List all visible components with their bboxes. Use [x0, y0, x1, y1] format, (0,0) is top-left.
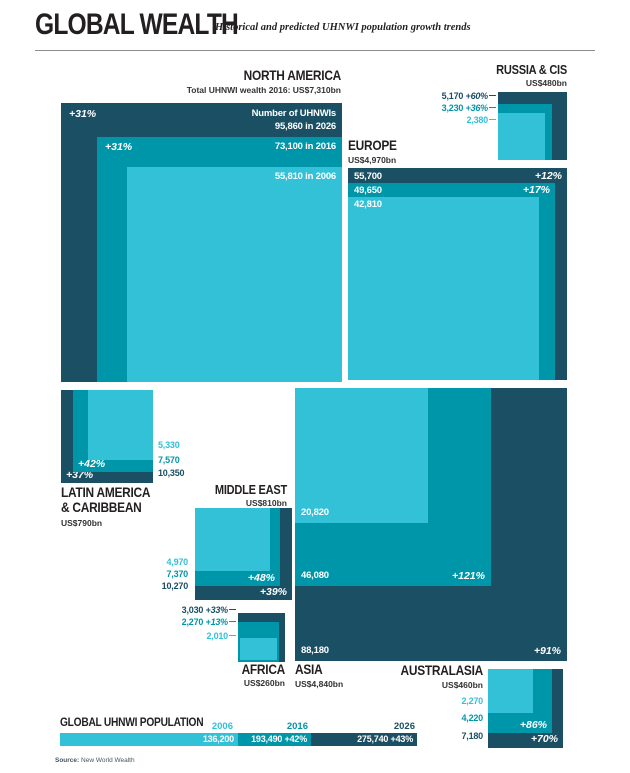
region-wealth-asia: US$4,840bn: [295, 679, 344, 689]
russia-box-2006: [498, 113, 545, 160]
europe-growth-2026: +12%: [534, 170, 562, 182]
middle-east-growth-2026: +39%: [259, 586, 287, 598]
latin-america-label-2026: 10,350: [158, 468, 185, 478]
russia-label-2006: 2,380: [400, 115, 496, 125]
australasia-growth-2016: +86%: [519, 719, 547, 731]
asia-growth-2016: +121%: [452, 570, 485, 582]
north-america-growth-2016: +31%: [105, 141, 133, 153]
label-connector: [229, 635, 236, 636]
asia-box-2006: 20,820: [295, 388, 428, 523]
region-title-middle-east: MIDDLE EAST: [214, 482, 287, 497]
latin-america-box-2026: +37% +42%: [61, 390, 153, 483]
region-title-asia: ASIA: [295, 661, 323, 677]
africa-box-2006: [240, 638, 277, 660]
label-connector: [229, 609, 236, 610]
middle-east-growth-2016: +48%: [247, 572, 275, 584]
middle-east-box-2006: [195, 508, 270, 571]
region-wealth-north-america: Total UHNWI wealth 2016: US$7,310bn: [186, 85, 341, 95]
global-year-2006: 2006: [211, 721, 233, 732]
source-value: New World Wealth: [81, 757, 135, 764]
asia-value-2006: 20,820: [301, 507, 329, 518]
africa-label-2026: 3,030 +33%: [150, 605, 236, 615]
global-bar-title: GLOBAL UHNWI POPULATION: [60, 715, 204, 729]
middle-east-box-2016: +48%: [195, 508, 280, 586]
source-line: Source: New World Wealth: [55, 757, 135, 764]
asia-growth-2026: +91%: [533, 645, 561, 657]
label-connector: [489, 107, 496, 108]
europe-box-2016: 49,650 +17% 42,810: [348, 183, 555, 380]
middle-east-label-2016: 7,370: [166, 569, 188, 579]
europe-box-2026: 55,700 +12% 49,650 +17% 42,810: [348, 168, 567, 380]
africa-label-2016: 2,270 +13%: [150, 617, 236, 627]
africa-box-2016: [238, 622, 279, 662]
header-divider: [35, 50, 595, 51]
page-title: GLOBAL WEALTH: [35, 8, 239, 41]
region-title-russia-cis: RUSSIA & CIS: [496, 62, 567, 77]
label-connector: [489, 119, 496, 120]
australasia-box-2006: [488, 669, 533, 713]
australasia-label-2026: 7,180: [461, 731, 483, 741]
region-wealth-russia-cis: US$480bn: [525, 78, 567, 88]
russia-label-2016: 3,230 +36%: [400, 103, 496, 113]
latin-america-box-2006: [88, 390, 153, 460]
global-bar-segment-2006: 136,200: [60, 733, 238, 746]
region-wealth-middle-east: US$810bn: [245, 498, 287, 508]
global-bar-segment-2026: 275,740 +43%: [311, 733, 417, 746]
region-wealth-latin-america: US$790bn: [61, 518, 103, 528]
australasia-box-2026: +70% +86%: [488, 669, 563, 748]
europe-value-2026: 55,700: [354, 171, 382, 182]
latin-america-label-2016: 7,570: [158, 455, 180, 465]
europe-growth-2016: +17%: [522, 184, 550, 196]
latin-america-growth-2026: +37%: [66, 469, 94, 481]
region-title-australasia: AUSTRALASIA: [400, 662, 484, 678]
region-title-europe: EUROPE: [348, 137, 397, 153]
latin-america-growth-2016: +42%: [78, 458, 106, 470]
middle-east-box-2026: +39% +48%: [195, 508, 292, 600]
north-america-value-2006: 55,810 in 2006: [274, 171, 336, 182]
latin-america-label-2006: 5,330: [158, 440, 180, 450]
page-subtitle: Historical and predicted UHNWI populatio…: [215, 22, 471, 33]
source-label: Source:: [55, 757, 80, 764]
label-connector: [489, 95, 496, 96]
north-america-box-2026: +31% Number of UHNWIs 95,860 in 2026 +31…: [61, 103, 342, 382]
australasia-label-2006: 2,270: [461, 696, 483, 706]
australasia-box-2016: +86%: [488, 669, 552, 733]
region-title-africa: AFRICA: [241, 661, 286, 677]
region-title-latin-america: LATIN AMERICA & CARIBBEAN: [61, 484, 151, 515]
russia-box-2026: [498, 92, 567, 160]
asia-box-2016: 46,080 +121% 20,820: [295, 388, 491, 586]
label-connector: [229, 621, 236, 622]
north-america-value-2026: 95,860 in 2026: [274, 121, 336, 132]
latin-america-box-2016: +42%: [73, 390, 153, 472]
north-america-units-label: Number of UHNWIs: [251, 108, 337, 119]
north-america-box-2016: +31% 73,100 in 2016 55,810 in 2006: [97, 137, 342, 382]
africa-label-2006: 2,010: [150, 631, 236, 641]
middle-east-label-2006: 4,970: [166, 557, 188, 567]
region-wealth-australasia: US$460bn: [441, 680, 483, 690]
russia-label-2026: 5,170 +60%: [400, 91, 496, 101]
africa-box-2026: [238, 613, 285, 662]
australasia-growth-2026: +70%: [530, 733, 558, 745]
north-america-value-2016: 73,100 in 2016: [274, 141, 336, 152]
russia-box-2016: [498, 104, 552, 160]
europe-value-2006: 42,810: [354, 199, 382, 210]
europe-value-2016: 49,650: [354, 185, 382, 196]
region-wealth-europe: US$4,970bn: [348, 155, 397, 165]
global-year-2016: 2016: [286, 721, 308, 732]
region-title-north-america: NORTH AMERICA: [243, 67, 342, 83]
global-bar-segment-2016: 193,490 +42%: [238, 733, 311, 746]
middle-east-label-2026: 10,270: [161, 581, 189, 591]
north-america-growth-2026: +31%: [69, 108, 97, 120]
global-population-bar: 136,200 193,490 +42% 275,740 +43%: [60, 733, 417, 746]
north-america-box-2006: 55,810 in 2006: [127, 167, 342, 382]
asia-box-2026: 88,180 +91% 46,080 +121% 20,820: [295, 388, 567, 661]
australasia-label-2016: 4,220: [461, 713, 483, 723]
asia-value-2026: 88,180: [301, 645, 329, 656]
asia-value-2016: 46,080: [301, 570, 329, 581]
region-wealth-africa: US$260bn: [243, 678, 285, 688]
europe-box-2006: 42,810: [348, 197, 539, 380]
global-year-2026: 2026: [393, 721, 415, 732]
